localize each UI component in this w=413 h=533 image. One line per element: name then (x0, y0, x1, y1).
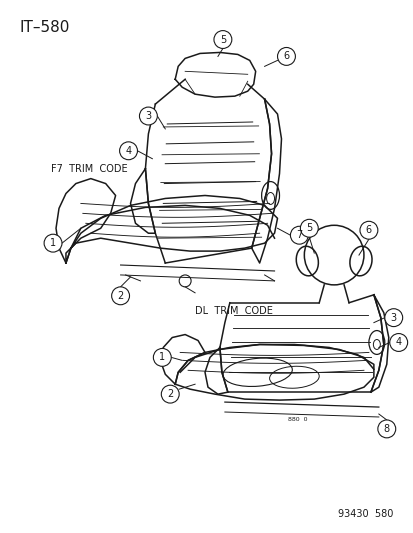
Text: 93430  580: 93430 580 (337, 510, 393, 519)
Circle shape (359, 221, 377, 239)
Circle shape (214, 30, 231, 49)
Text: 3: 3 (145, 111, 151, 121)
Text: 6: 6 (365, 225, 371, 235)
Text: 4: 4 (395, 337, 401, 348)
Circle shape (112, 287, 129, 305)
Text: 2: 2 (167, 389, 173, 399)
Text: 1: 1 (159, 352, 165, 362)
Text: 7: 7 (296, 230, 302, 240)
Circle shape (377, 420, 395, 438)
Text: 3: 3 (390, 313, 396, 322)
Circle shape (389, 334, 407, 351)
Circle shape (119, 142, 137, 160)
Circle shape (153, 349, 171, 366)
Text: DL  TRIM  CODE: DL TRIM CODE (195, 306, 272, 316)
Circle shape (277, 47, 295, 66)
Text: 880  0: 880 0 (287, 417, 306, 423)
Text: IT–580: IT–580 (19, 20, 69, 35)
Text: 8: 8 (383, 424, 389, 434)
Text: 4: 4 (125, 146, 131, 156)
Text: 2: 2 (117, 291, 123, 301)
Circle shape (139, 107, 157, 125)
Circle shape (44, 234, 62, 252)
Circle shape (161, 385, 179, 403)
Circle shape (384, 309, 402, 327)
Circle shape (300, 219, 318, 237)
Text: 5: 5 (306, 223, 312, 233)
Text: 6: 6 (283, 51, 289, 61)
Text: F7  TRIM  CODE: F7 TRIM CODE (51, 164, 127, 174)
Text: 1: 1 (50, 238, 56, 248)
Text: 5: 5 (219, 35, 225, 45)
Circle shape (290, 227, 308, 244)
